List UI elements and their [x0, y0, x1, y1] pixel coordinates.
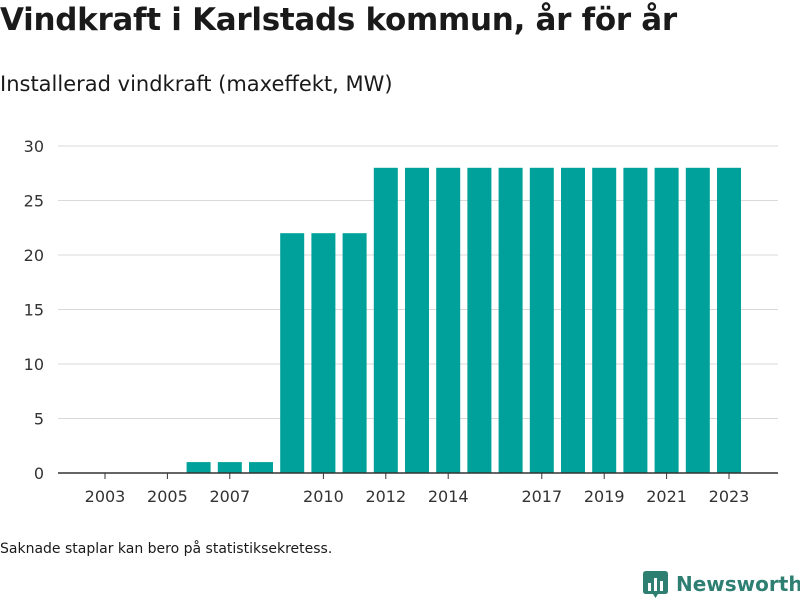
bar-2020	[623, 167, 648, 474]
bar-2015	[467, 167, 492, 474]
y-tick-label: 30	[24, 137, 44, 156]
x-tick-label: 2005	[147, 487, 188, 506]
y-tick-label: 25	[24, 192, 44, 211]
chart-subtitle: Installerad vindkraft (maxeffekt, MW)	[0, 72, 393, 96]
x-tick-label: 2007	[209, 487, 250, 506]
x-tick-label: 2014	[428, 487, 469, 506]
brand-logo[interactable]: Newsworthy	[643, 569, 800, 599]
bar-2018	[561, 167, 585, 474]
bar-2011	[342, 233, 367, 473]
y-tick-label: 0	[34, 464, 44, 483]
x-tick-label: 2017	[521, 487, 562, 506]
bar-2023	[717, 167, 741, 474]
bar-2017	[529, 167, 554, 474]
x-tick-label: 2019	[584, 487, 625, 506]
x-tick-label: 2010	[303, 487, 344, 506]
bar-2016	[498, 167, 523, 474]
x-tick-label: 2003	[85, 487, 126, 506]
bar-2010	[311, 233, 336, 473]
bar-2009	[280, 233, 305, 473]
y-tick-label: 20	[24, 246, 44, 265]
x-tick-label: 2021	[646, 487, 687, 506]
y-tick-label: 15	[24, 301, 44, 320]
bar-chart: 0 5 10 15 20 25 30 2003 2005 2007 2010 2012 2014 2017…	[24, 137, 778, 506]
footnote: Saknade staplar kan bero på statistiksek…	[0, 541, 333, 557]
bar-chart-logo-icon	[643, 570, 668, 598]
bar-2008	[249, 462, 273, 473]
chart-title: Vindkraft i Karlstads kommun, år för år	[0, 2, 677, 38]
x-tick-label: 2012	[365, 487, 406, 506]
bar-2006	[186, 462, 211, 473]
bar-2022	[685, 167, 710, 474]
y-tick-label: 5	[34, 410, 44, 429]
bar-2013	[405, 167, 429, 474]
x-tick-label: 2023	[709, 487, 750, 506]
bar-2007	[217, 462, 242, 473]
y-tick-label: 10	[24, 355, 44, 374]
bar-2021	[654, 167, 679, 474]
bar-2012	[373, 167, 398, 474]
bar-2014	[436, 167, 461, 474]
brand-name: Newsworthy	[676, 572, 800, 596]
bar-2019	[592, 167, 617, 474]
